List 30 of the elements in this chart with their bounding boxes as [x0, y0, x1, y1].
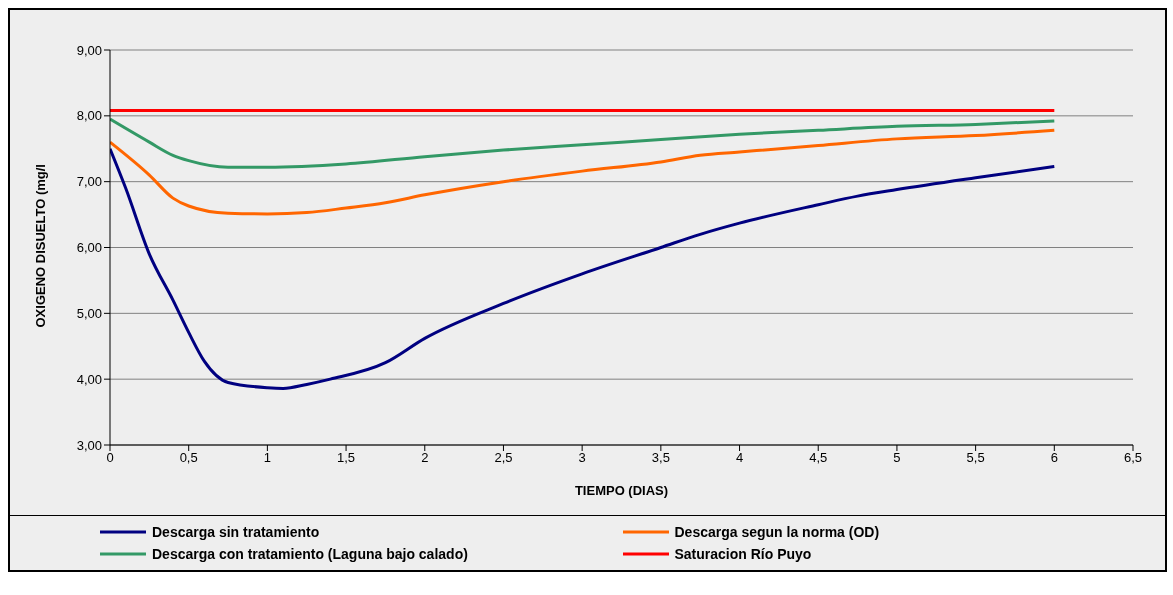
x-tick-label: 3	[578, 450, 586, 466]
y-tick-label: 6,00	[76, 240, 102, 256]
x-tick-label: 2	[421, 450, 429, 466]
legend-label: Descarga sin tratamiento	[152, 524, 320, 540]
legend-label: Descarga segun la norma (OD)	[674, 524, 880, 540]
x-tick-label: 4,5	[809, 450, 828, 466]
line-series	[110, 117, 1056, 169]
x-tick-label: 6,5	[1123, 450, 1143, 466]
x-axis-title: TIEMPO (DIAS)	[574, 483, 669, 498]
legend-label: Saturacion Río Puyo	[674, 546, 812, 562]
x-tick-label: 1,5	[337, 450, 356, 466]
y-tick-label: 9,00	[76, 42, 102, 58]
x-tick-label: 3,5	[651, 450, 670, 466]
line-series	[110, 128, 1056, 216]
y-tick-label: 4,00	[76, 371, 102, 387]
legend-label: Descarga con tratamiento (Laguna bajo calado)	[152, 546, 468, 562]
x-tick-label: 0,5	[179, 450, 198, 466]
x-tick-label: 5	[893, 450, 901, 466]
y-tick-label: 5,00	[76, 305, 102, 321]
x-tick-label: 6	[1050, 450, 1058, 466]
y-tick-label: 3,00	[76, 437, 102, 453]
x-tick-label: 0	[106, 450, 114, 466]
x-tick-label: 1	[263, 450, 271, 466]
x-tick-label: 2,5	[494, 450, 513, 466]
y-axis-title: OXIGENO DISUELTO (mg/l	[32, 164, 48, 328]
line-series	[110, 147, 1056, 390]
y-tick-label: 8,00	[76, 108, 102, 124]
x-tick-label: 5,5	[966, 450, 985, 466]
x-tick-label: 4	[735, 450, 744, 466]
y-tick-label: 7,00	[76, 174, 102, 190]
